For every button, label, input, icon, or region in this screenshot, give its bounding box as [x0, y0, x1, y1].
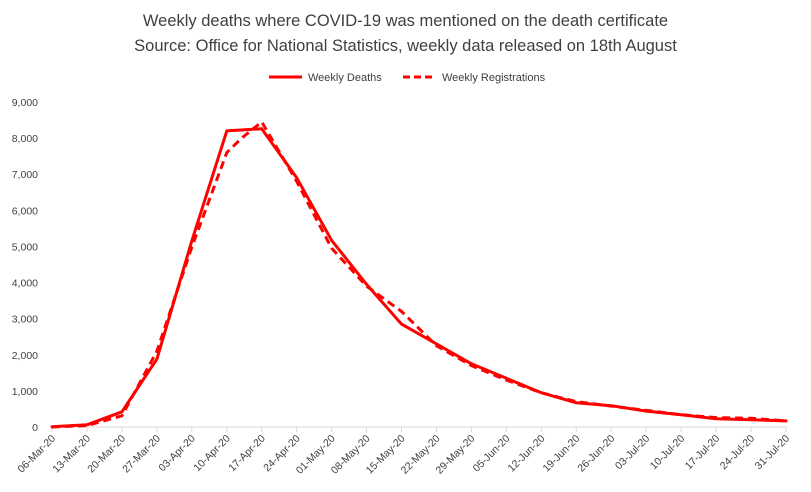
x-tick-label: 31-Jul-20	[753, 433, 793, 473]
x-tick-label: 24-Jul-20	[718, 433, 758, 473]
y-tick-label: 4,000	[12, 278, 38, 290]
chart-title: Weekly deaths where COVID-19 was mention…	[143, 12, 668, 30]
x-tick-label: 05-Jun-20	[471, 433, 513, 475]
legend-item-weekly-deaths: Weekly Deaths	[269, 72, 382, 84]
x-tick-label: 03-Apr-20	[156, 433, 198, 475]
x-tick-label: 12-Jun-20	[506, 433, 548, 475]
legend-label-weekly-registrations: Weekly Registrations	[442, 72, 546, 84]
y-tick-label: 6,000	[12, 205, 38, 217]
legend-item-weekly-registrations: Weekly Registrations	[403, 72, 546, 84]
legend: Weekly Deaths Weekly Registrations	[269, 72, 546, 84]
series-line-weekly-deaths	[50, 127, 788, 429]
y-tick-label: 3,000	[12, 314, 38, 326]
y-tick-label: 2,000	[12, 350, 38, 362]
x-tick-label: 17-Jul-20	[683, 433, 723, 473]
x-axis: 06-Mar-2013-Mar-2020-Mar-2027-Mar-2003-A…	[15, 426, 793, 477]
plot-area	[50, 120, 788, 429]
x-tick-label: 27-Mar-20	[120, 433, 163, 476]
y-axis: 0 1,000 2,000 3,000 4,000 5,000 6,000 7,000 8,00…	[12, 97, 38, 434]
y-tick-label: 8,000	[12, 133, 38, 145]
x-tick-label: 26-Jun-20	[575, 433, 617, 475]
y-tick-label: 0	[32, 422, 38, 434]
x-tick-label: 03-Jul-20	[613, 433, 653, 473]
legend-label-weekly-deaths: Weekly Deaths	[308, 72, 382, 84]
y-tick-label: 5,000	[12, 241, 38, 253]
x-tick-label: 19-Jun-20	[540, 433, 582, 475]
y-tick-label: 7,000	[12, 169, 38, 181]
x-tick-label: 10-Jul-20	[648, 433, 688, 473]
chart-subtitle: Source: Office for National Statistics, …	[134, 37, 677, 55]
y-tick-label: 1,000	[12, 386, 38, 398]
x-tick-label: 10-Apr-20	[191, 433, 233, 475]
series-line-weekly-registrations	[51, 120, 787, 429]
y-tick-label: 9,000	[12, 97, 38, 109]
x-tick-label: 17-Apr-20	[226, 433, 268, 475]
